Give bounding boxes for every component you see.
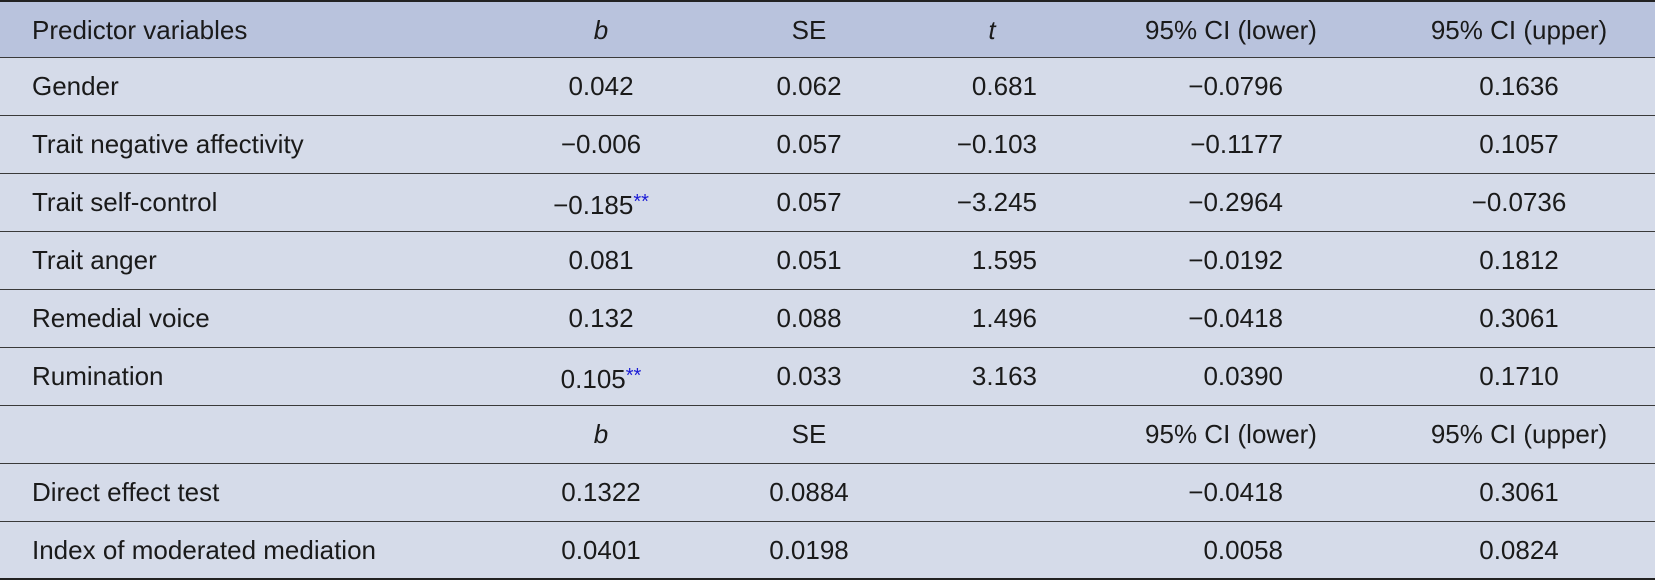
significance-mark: ** — [633, 191, 649, 213]
header-cell: 95% CI (lower) — [1145, 15, 1317, 45]
table-row: Rumination 0.105** 0.033 3.163 0.0390 0.1710 — [0, 348, 1655, 406]
table-cell: −0.0192 — [1188, 245, 1283, 275]
table-row: b SE 95% CI (lower) 95% CI (upper) — [0, 406, 1655, 464]
header-cell: t — [988, 15, 996, 45]
table-cell: −0.006 — [560, 129, 642, 159]
table-row: Remedial voice 0.132 0.088 1.496 −0.0418 0.30… — [0, 290, 1655, 348]
table-cell: −0.0418 — [1188, 303, 1283, 333]
table-cell: 0.681 — [971, 71, 1037, 101]
table-cell: 0.1812 — [1479, 245, 1559, 275]
cell-value: −0.185 — [553, 190, 634, 220]
significance-mark: ** — [625, 365, 642, 387]
table-row: Trait anger 0.081 0.051 1.595 −0.0192 0.1812 — [0, 232, 1655, 290]
table-row: Gender 0.042 0.062 0.681 −0.0796 0.1636 — [0, 58, 1655, 116]
table-cell: 0.1057 — [1479, 129, 1559, 159]
header-cell: SE — [791, 419, 827, 449]
table-row: Direct effect test 0.1322 0.0884 −0.0418 0.3… — [0, 464, 1655, 522]
table-cell: Index of moderated mediation — [32, 535, 376, 565]
header-cell: Predictor variables — [32, 15, 248, 45]
table-cell: −0.1177 — [1190, 129, 1283, 159]
table-cell: 0.0198 — [769, 535, 849, 565]
table-cell: 0.132 — [568, 303, 634, 333]
table-cell: 0.0401 — [561, 535, 641, 565]
table-cell: 0.0884 — [769, 477, 849, 507]
table-cell: Direct effect test — [32, 477, 220, 507]
table-cell: 0.105** — [561, 348, 642, 405]
table-cell: 0.042 — [568, 71, 634, 101]
table-row: Trait negative affectivity −0.006 0.057 −0.… — [0, 116, 1655, 174]
header-cell: b — [593, 15, 609, 45]
table-cell: 3.163 — [971, 361, 1037, 391]
table-cell: 0.0390 — [1203, 361, 1283, 391]
table-cell: 0.057 — [776, 129, 842, 159]
table-cell: Rumination — [32, 361, 164, 391]
header-cell: 95% CI (lower) — [1145, 419, 1317, 449]
table-cell: 0.0058 — [1203, 535, 1283, 565]
table-cell: −0.0796 — [1188, 71, 1283, 101]
table-cell: Trait negative affectivity — [32, 129, 304, 159]
header-cell: 95% CI (upper) — [1430, 15, 1608, 45]
table-cell: −0.0418 — [1188, 477, 1283, 507]
table-cell: 0.3061 — [1479, 303, 1559, 333]
table-cell: −0.103 — [956, 129, 1037, 159]
header-cell: 95% CI (upper) — [1430, 419, 1608, 449]
table-cell: 0.0824 — [1479, 535, 1559, 565]
header-row: Predictor variables b SE t 95% CI (lower) 95%… — [0, 0, 1655, 58]
table-cell: Trait self-control — [32, 187, 218, 217]
table-cell: Remedial voice — [32, 303, 210, 333]
table-cell: 0.062 — [776, 71, 842, 101]
table-cell: 1.496 — [971, 303, 1037, 333]
table-cell: −0.2964 — [1188, 187, 1283, 217]
table-cell: 1.595 — [971, 245, 1037, 275]
header-cell: b — [593, 419, 609, 449]
table-cell: Gender — [32, 71, 119, 101]
table-cell: 0.057 — [776, 187, 842, 217]
table-cell: 0.033 — [776, 361, 842, 391]
table-cell: −3.245 — [956, 187, 1037, 217]
table-cell: 0.1322 — [561, 477, 641, 507]
cell-value: 0.105 — [560, 364, 626, 394]
table-row: Trait self-control −0.185** 0.057 −3.245 −0.… — [0, 174, 1655, 232]
header-cell: SE — [791, 15, 827, 45]
table-cell: Trait anger — [32, 245, 157, 275]
table-row: Index of moderated mediation 0.0401 0.0198… — [0, 522, 1655, 580]
table-cell: 0.051 — [776, 245, 842, 275]
table-cell: 0.3061 — [1479, 477, 1559, 507]
table-cell: 0.1636 — [1479, 71, 1559, 101]
table-cell: 0.081 — [568, 245, 634, 275]
table-cell: 0.088 — [776, 303, 842, 333]
table-cell: 0.1710 — [1479, 361, 1559, 391]
table-cell: −0.0736 — [1471, 187, 1567, 217]
table-cell: −0.185** — [553, 174, 649, 231]
